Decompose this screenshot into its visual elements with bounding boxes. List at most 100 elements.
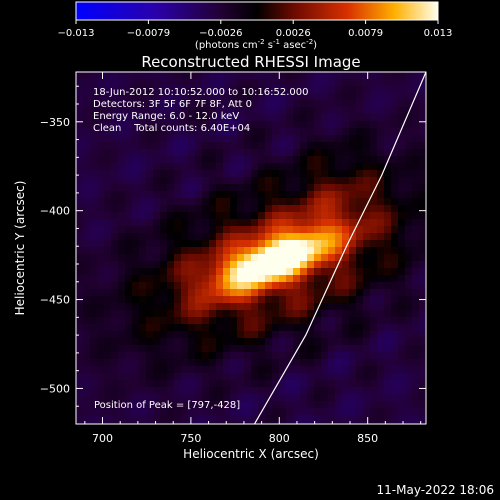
heatmap-cell	[244, 303, 251, 310]
heatmap-cell	[104, 401, 111, 408]
heatmap-cell	[216, 163, 223, 170]
heatmap-cell	[125, 401, 132, 408]
heatmap-cell	[335, 142, 342, 149]
heatmap-cell	[188, 205, 195, 212]
heatmap-cell	[258, 121, 265, 128]
heatmap-cell	[83, 86, 90, 93]
heatmap-cell	[83, 240, 90, 247]
heatmap-cell	[279, 86, 286, 93]
heatmap-cell	[76, 170, 83, 177]
heatmap-cell	[174, 226, 181, 233]
heatmap-cell	[174, 338, 181, 345]
heatmap-cell	[160, 107, 167, 114]
heatmap-cell	[398, 380, 405, 387]
heatmap-cell	[111, 191, 118, 198]
heatmap-cell	[377, 163, 384, 170]
heatmap-cell	[167, 184, 174, 191]
heatmap-cell	[405, 184, 412, 191]
heatmap-cell	[90, 100, 97, 107]
heatmap-cell	[272, 303, 279, 310]
heatmap-cell	[286, 373, 293, 380]
heatmap-cell	[405, 128, 412, 135]
heatmap-cell	[146, 247, 153, 254]
heatmap-cell	[216, 149, 223, 156]
heatmap-cell	[279, 282, 286, 289]
heatmap-cell	[370, 233, 377, 240]
heatmap-cell	[244, 156, 251, 163]
heatmap-cell	[216, 240, 223, 247]
heatmap-cell	[237, 226, 244, 233]
heatmap-cell	[370, 289, 377, 296]
heatmap-cell	[139, 219, 146, 226]
heatmap-cell	[223, 219, 230, 226]
heatmap-cell	[125, 72, 132, 79]
heatmap-cell	[83, 401, 90, 408]
heatmap-cell	[300, 107, 307, 114]
heatmap-cell	[384, 324, 391, 331]
heatmap-cell	[132, 163, 139, 170]
heatmap-cell	[391, 135, 398, 142]
heatmap-cell	[118, 191, 125, 198]
heatmap-cell	[356, 247, 363, 254]
heatmap-cell	[216, 233, 223, 240]
heatmap-cell	[146, 422, 153, 424]
heatmap-cell	[202, 240, 209, 247]
heatmap-cell	[272, 261, 279, 268]
heatmap-cell	[97, 387, 104, 394]
heatmap-cell	[265, 177, 272, 184]
heatmap-cell	[237, 338, 244, 345]
heatmap-cell	[153, 261, 160, 268]
heatmap-cell	[216, 352, 223, 359]
heatmap-cell	[118, 163, 125, 170]
heatmap-cell	[195, 135, 202, 142]
heatmap-cell	[230, 219, 237, 226]
heatmap-cell	[216, 247, 223, 254]
heatmap-cell	[202, 317, 209, 324]
heatmap-cell	[384, 282, 391, 289]
heatmap-cell	[307, 191, 314, 198]
heatmap-cell	[335, 310, 342, 317]
heatmap-cell	[188, 345, 195, 352]
heatmap-cell	[265, 184, 272, 191]
heatmap-cell	[167, 226, 174, 233]
heatmap-cell	[391, 128, 398, 135]
heatmap-cell	[279, 212, 286, 219]
heatmap-cell	[258, 240, 265, 247]
heatmap-cell	[202, 387, 209, 394]
heatmap-cell	[293, 331, 300, 338]
heatmap-cell	[251, 240, 258, 247]
heatmap-cell	[314, 149, 321, 156]
heatmap-cell	[356, 212, 363, 219]
heatmap-cell	[363, 373, 370, 380]
heatmap-cell	[279, 296, 286, 303]
heatmap-cell	[237, 268, 244, 275]
heatmap-cell	[153, 121, 160, 128]
heatmap-cell	[181, 394, 188, 401]
heatmap-cell	[76, 366, 83, 373]
heatmap-cell	[300, 261, 307, 268]
heatmap-cell	[174, 401, 181, 408]
heatmap-cell	[377, 282, 384, 289]
heatmap-cell	[146, 317, 153, 324]
heatmap-cell	[216, 415, 223, 422]
heatmap-cell	[370, 373, 377, 380]
heatmap-cell	[419, 387, 426, 394]
heatmap-cell	[132, 331, 139, 338]
heatmap-cell	[328, 198, 335, 205]
heatmap-cell	[181, 310, 188, 317]
heatmap-cell	[104, 408, 111, 415]
heatmap-cell	[307, 128, 314, 135]
heatmap-cell	[300, 184, 307, 191]
heatmap-cell	[118, 324, 125, 331]
heatmap-cell	[160, 226, 167, 233]
heatmap-cell	[223, 387, 230, 394]
heatmap-cell	[314, 219, 321, 226]
heatmap-cell	[139, 163, 146, 170]
heatmap-cell	[300, 408, 307, 415]
heatmap-cell	[363, 268, 370, 275]
heatmap-cell	[90, 317, 97, 324]
heatmap-cell	[188, 247, 195, 254]
heatmap-cell	[349, 408, 356, 415]
heatmap-cell	[335, 380, 342, 387]
heatmap-cell	[293, 366, 300, 373]
